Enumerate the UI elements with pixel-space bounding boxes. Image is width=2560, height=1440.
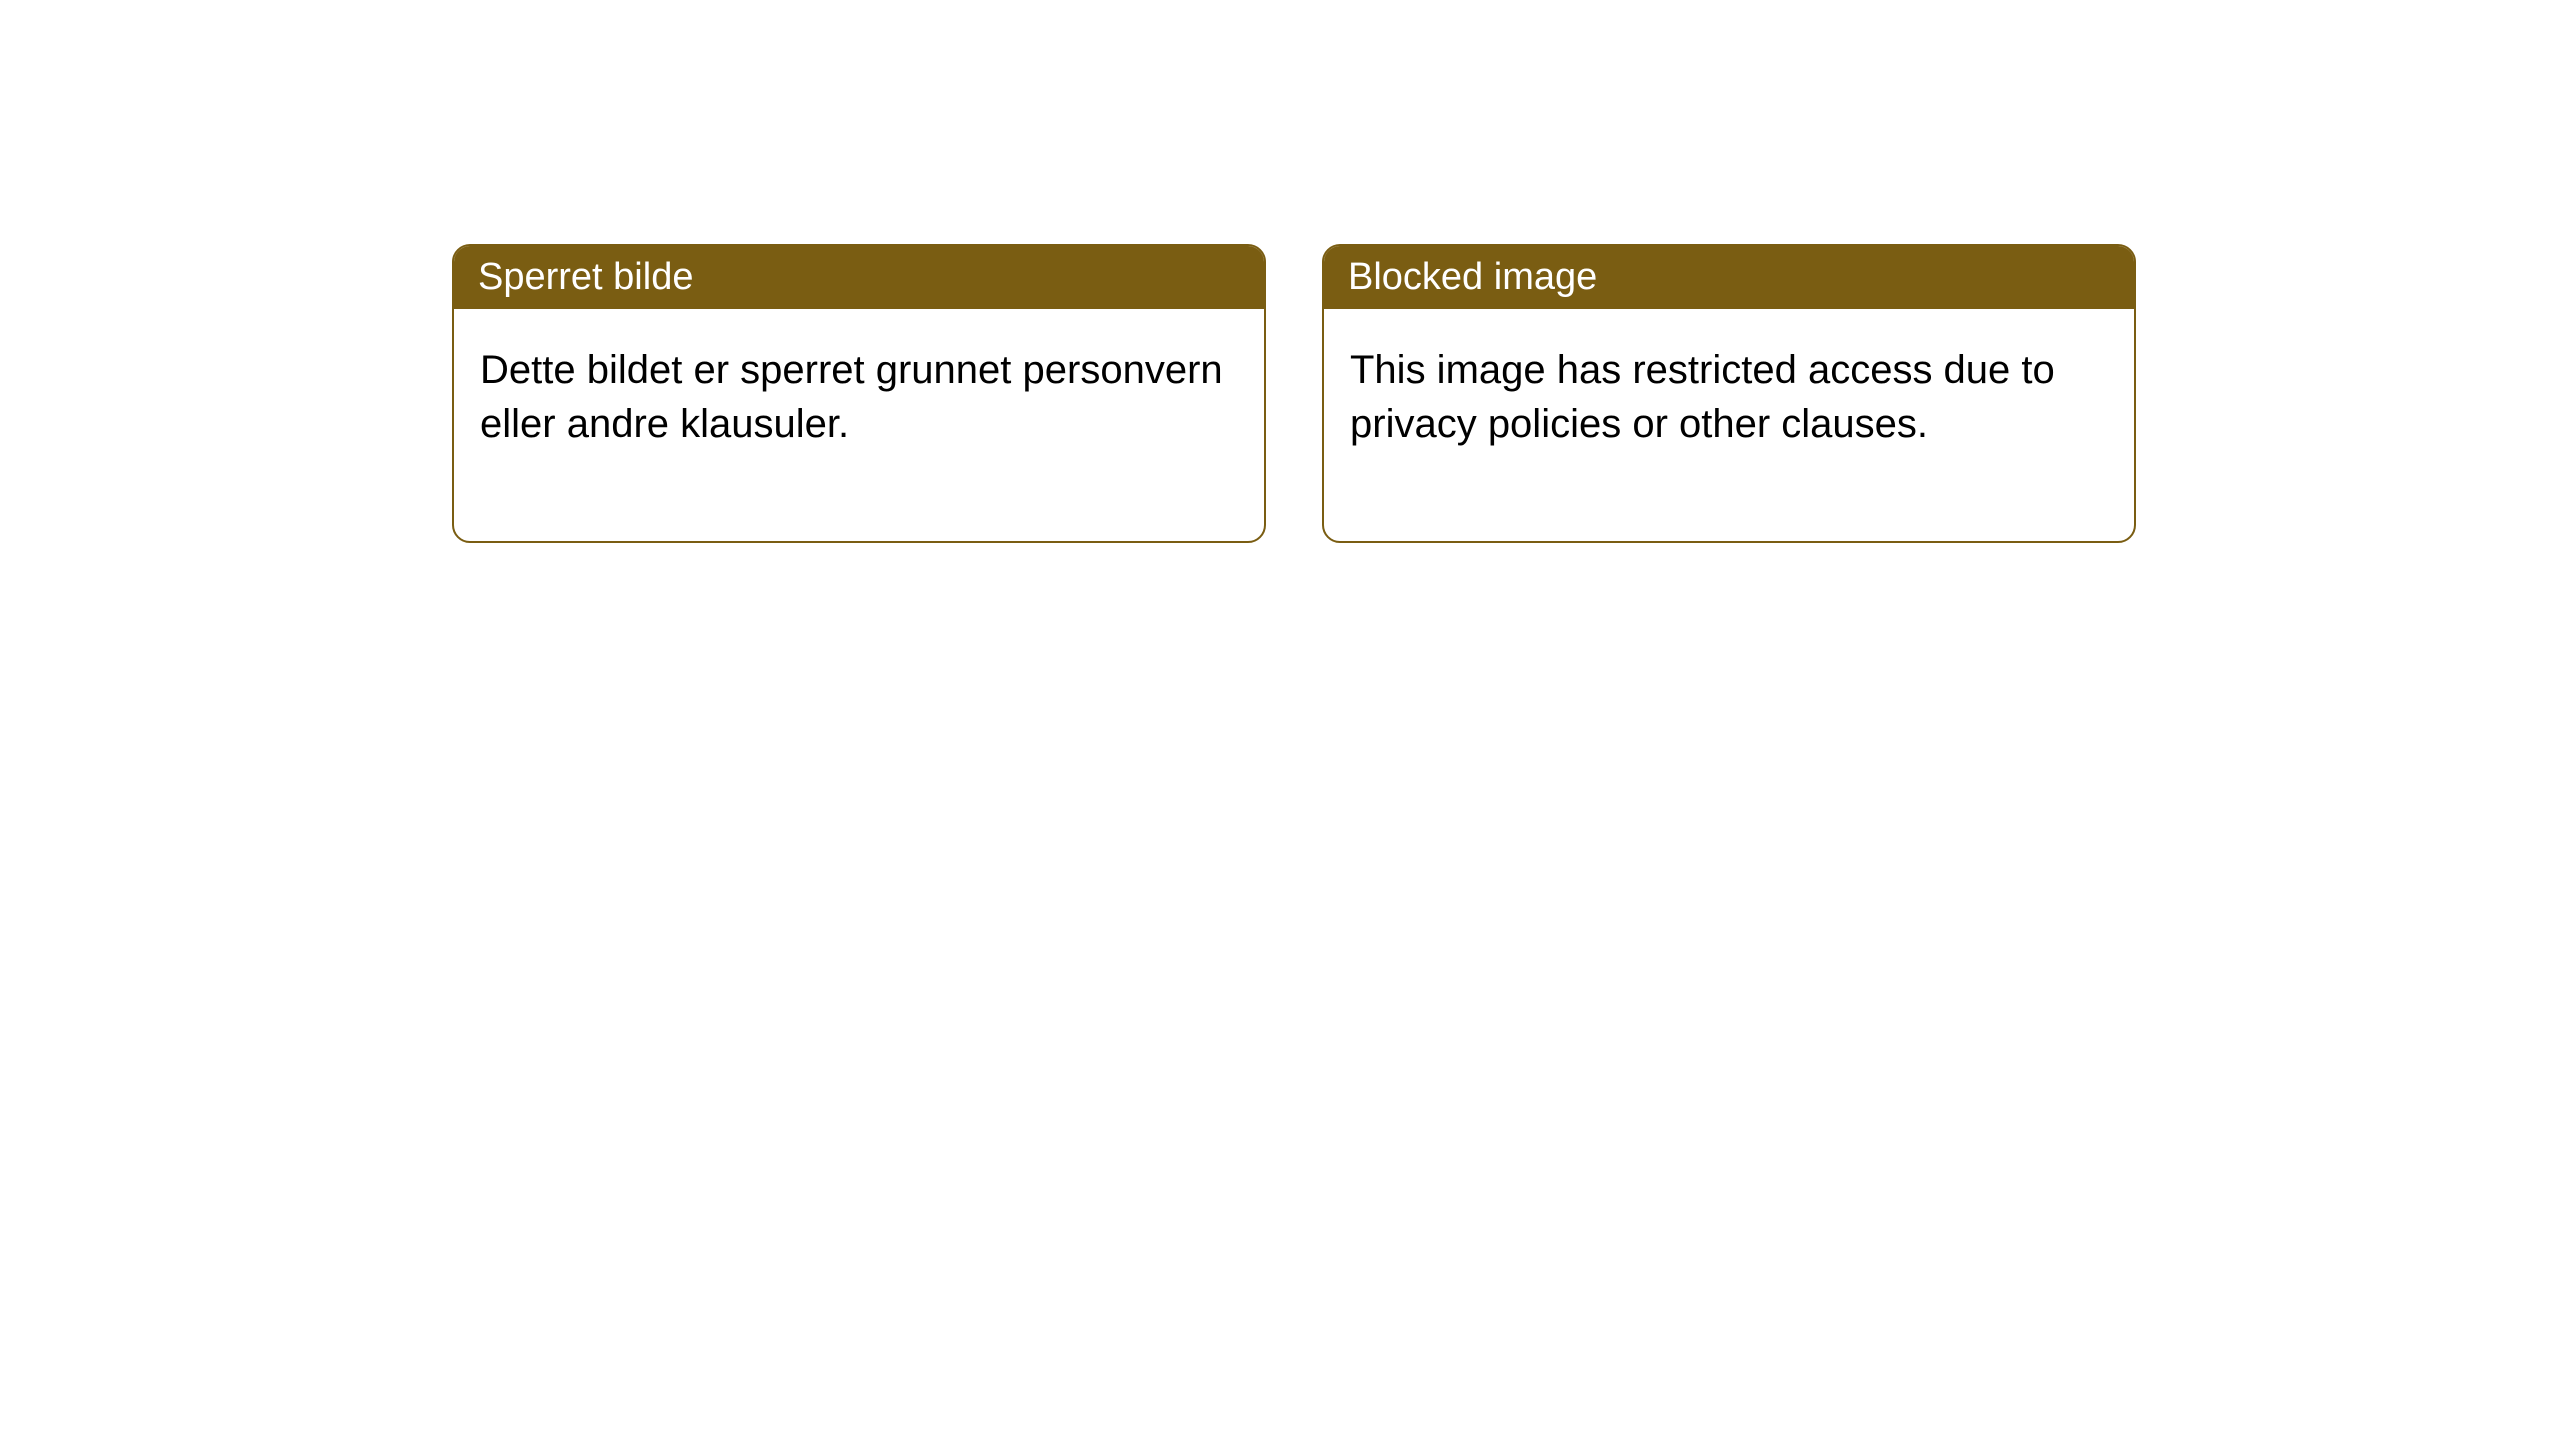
- notice-title: Sperret bilde: [478, 256, 693, 298]
- notice-cards-container: Sperret bilde Dette bildet er sperret gr…: [0, 0, 2560, 543]
- notice-message: Dette bildet er sperret grunnet personve…: [480, 348, 1223, 446]
- notice-message: This image has restricted access due to …: [1350, 348, 2055, 446]
- notice-card-norwegian: Sperret bilde Dette bildet er sperret gr…: [452, 244, 1266, 543]
- notice-header: Blocked image: [1324, 246, 2134, 309]
- notice-header: Sperret bilde: [454, 246, 1264, 309]
- notice-card-english: Blocked image This image has restricted …: [1322, 244, 2136, 543]
- notice-body: This image has restricted access due to …: [1324, 309, 2134, 541]
- notice-body: Dette bildet er sperret grunnet personve…: [454, 309, 1264, 541]
- notice-title: Blocked image: [1348, 256, 1597, 298]
